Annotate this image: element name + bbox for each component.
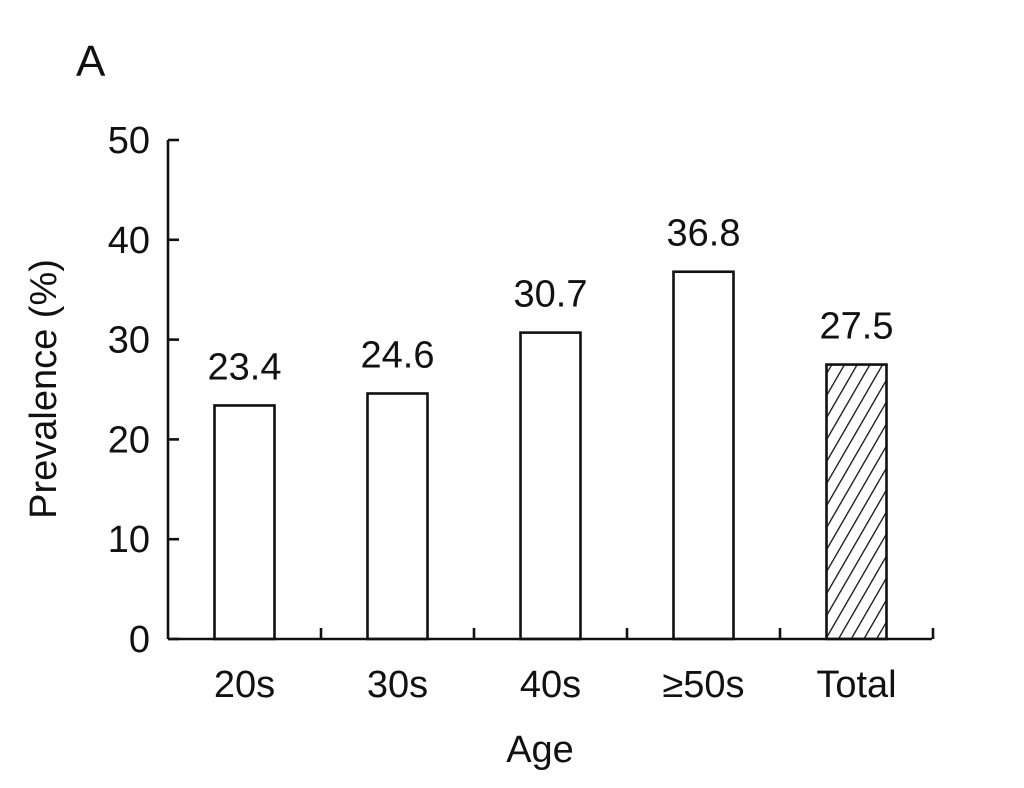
x-tick-label-2: 30s [367, 664, 428, 706]
bar-5 [825, 363, 888, 641]
y-tick-label-30: 30 [108, 320, 150, 362]
y-ticks-group: 0 10 20 30 40 50 [108, 120, 179, 661]
y-tick-label-0: 0 [129, 619, 150, 661]
data-label-2: 24.6 [361, 334, 435, 376]
data-label-5: 27.5 [820, 306, 894, 348]
x-tick-label-3: 40s [520, 664, 581, 706]
bars-group [213, 270, 888, 641]
panel-label: A [76, 37, 106, 86]
y-tick-label-10: 10 [108, 519, 150, 561]
bar-3 [519, 331, 582, 641]
y-tick-label-40: 40 [108, 220, 150, 262]
x-ticks-group: 20s 30s 40s ≥50s Total [214, 628, 935, 706]
data-label-3: 30.7 [514, 274, 588, 316]
x-tick-label-4: ≥50s [662, 664, 744, 706]
bar-1 [213, 404, 276, 641]
x-tick-label-5: Total [816, 664, 896, 706]
bar-2 [366, 392, 429, 641]
y-tick-label-50: 50 [108, 120, 150, 162]
bar-4 [672, 270, 735, 641]
axes-group [166, 140, 932, 641]
data-label-1: 23.4 [208, 346, 282, 388]
x-tick-label-1: 20s [214, 664, 275, 706]
data-labels-group: 23.4 24.6 30.7 36.8 27.5 [208, 213, 894, 389]
y-tick-label-20: 20 [108, 419, 150, 461]
y-axis-title: Prevalence (%) [23, 259, 65, 519]
data-label-4: 36.8 [667, 213, 741, 255]
x-axis-title: Age [506, 729, 574, 771]
